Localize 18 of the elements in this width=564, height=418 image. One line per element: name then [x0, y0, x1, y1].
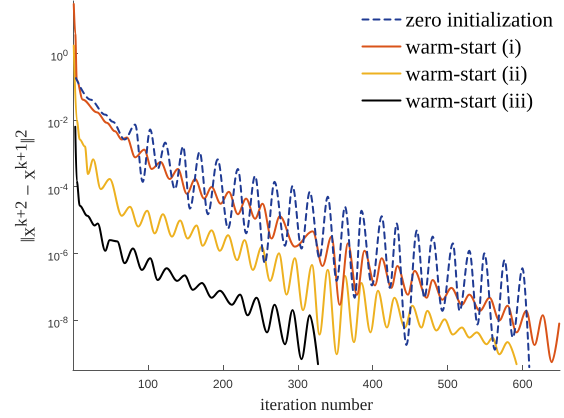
legend-label: zero initialization: [405, 8, 554, 32]
legend-label: warm-start (iii): [405, 88, 534, 112]
x-tick-label: 500: [438, 377, 458, 391]
x-tick-label: 200: [212, 377, 234, 391]
x-tick-label: 600: [512, 377, 533, 391]
y-tick-label: 10$^{-2}$: [48, 114, 68, 131]
y-tick-label: 10$^{-4}$: [48, 180, 68, 198]
legend-label: warm-start (ii): [405, 62, 528, 86]
x-axis-title: iteration number: [260, 395, 374, 414]
x-tick-label: 100: [138, 377, 158, 391]
y-tick-label: 10$^{-8}$: [48, 314, 68, 331]
y-tick-label: 10$^{0}$: [50, 47, 68, 64]
line-series: [74, 126, 319, 366]
x-tick-label: 400: [362, 377, 384, 391]
x-tick-label: 300: [288, 377, 308, 391]
line-series: [72, 3, 560, 364]
y-tick-label: 10$^{-6}$: [48, 247, 68, 264]
legend-label: warm-start (i): [405, 34, 522, 58]
